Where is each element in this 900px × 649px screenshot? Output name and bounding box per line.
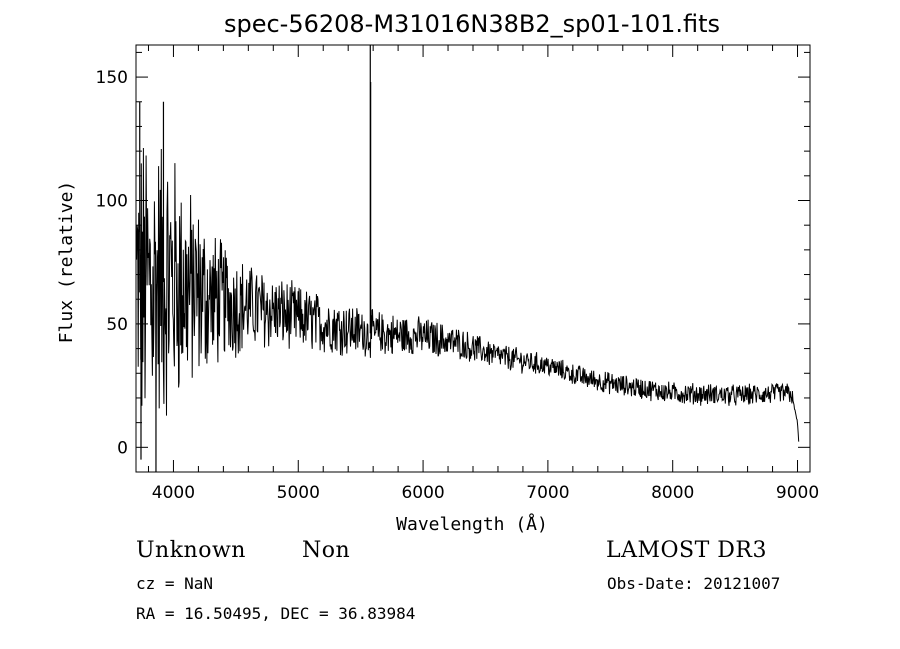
axis-ticks <box>136 45 810 473</box>
y-tick-label-0: 0 <box>117 438 128 458</box>
coordinates-label: RA = 16.50495, DEC = 36.83984 <box>136 604 416 623</box>
redshift-label: cz = NaN <box>136 574 214 593</box>
y-axis-label: Flux (relative) <box>56 181 77 344</box>
x-tick-label-6000: 6000 <box>401 483 444 503</box>
subclass-label: Non <box>302 538 351 563</box>
survey-label: LAMOST DR3 <box>606 538 767 563</box>
class-label: Unknown <box>136 538 246 563</box>
plot-frame <box>135 44 811 473</box>
x-tick-label-5000: 5000 <box>277 483 320 503</box>
x-tick-label-4000: 4000 <box>152 483 195 503</box>
axis-tick-labels: 4000 5000 6000 7000 8000 9000 0 50 100 150 <box>96 68 820 503</box>
obs-date-label: Obs-Date: 20121007 <box>607 574 781 593</box>
spectrum-series-line <box>136 147 800 442</box>
chart-title: spec-56208-M31016N38B2_sp01-101.fits <box>224 10 720 38</box>
y-tick-label-150: 150 <box>96 68 128 88</box>
x-tick-label-7000: 7000 <box>526 483 569 503</box>
y-tick-label-50: 50 <box>106 315 128 335</box>
x-axis-label: Wavelength (Å) <box>396 513 548 535</box>
x-tick-label-8000: 8000 <box>651 483 694 503</box>
x-tick-label-9000: 9000 <box>776 483 819 503</box>
spectrum-spikes <box>139 45 372 472</box>
y-tick-label-100: 100 <box>96 191 128 211</box>
